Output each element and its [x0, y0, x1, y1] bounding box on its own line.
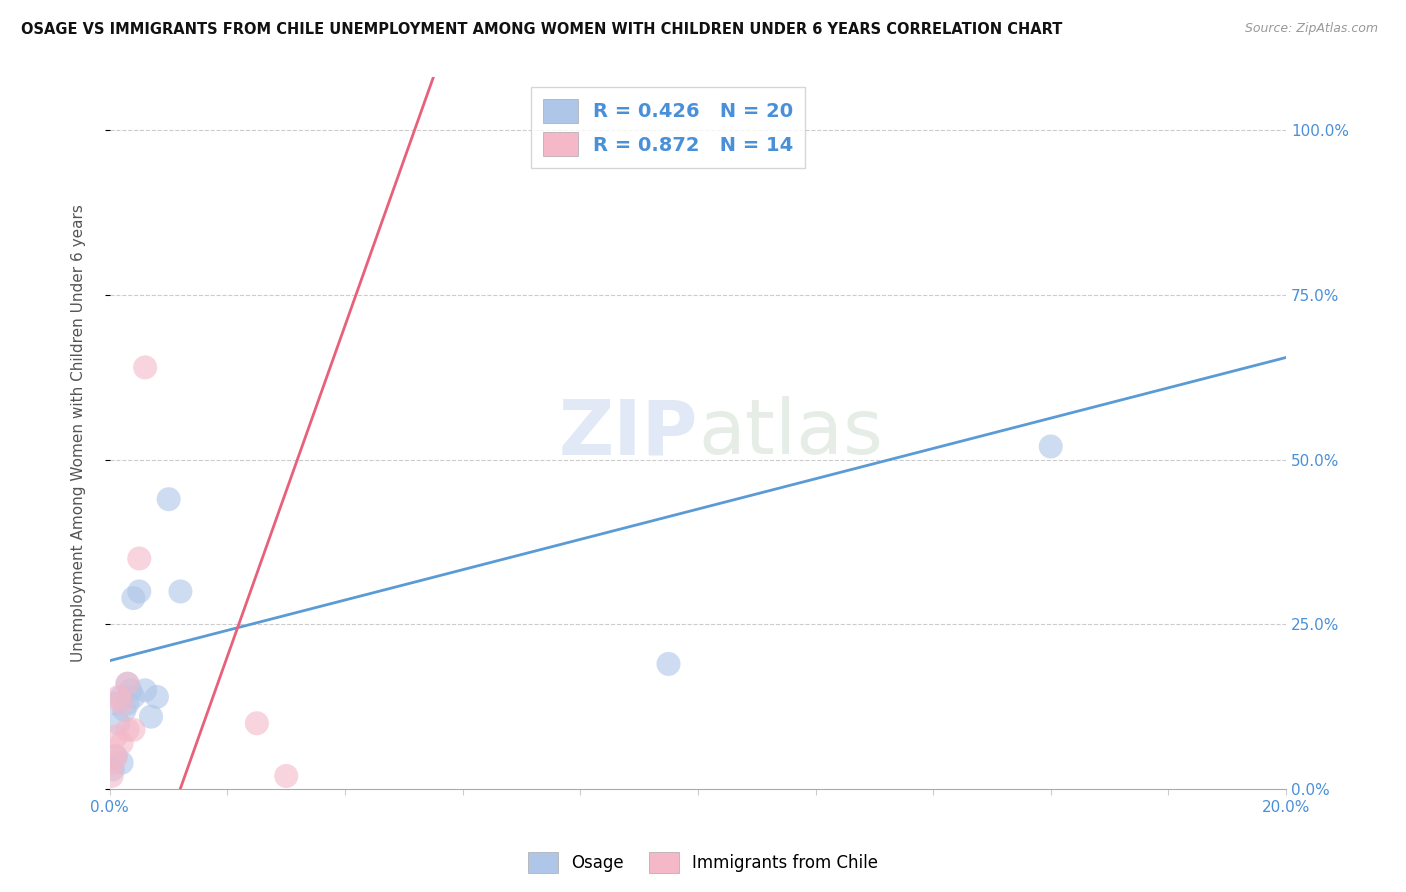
Point [169, 584, 191, 599]
Point [100, 769, 122, 783]
Point [117, 697, 139, 711]
Text: ZIP: ZIP [558, 396, 697, 470]
Point [1039, 440, 1062, 454]
Point [146, 690, 169, 704]
Point [110, 736, 132, 750]
Text: OSAGE VS IMMIGRANTS FROM CHILE UNEMPLOYMENT AMONG WOMEN WITH CHILDREN UNDER 6 YE: OSAGE VS IMMIGRANTS FROM CHILE UNEMPLOYM… [21, 22, 1063, 37]
Point [110, 690, 132, 704]
Y-axis label: Unemployment Among Women with Children Under 6 years: Unemployment Among Women with Children U… [72, 204, 86, 662]
Point [107, 690, 129, 704]
Point [114, 703, 136, 717]
Legend: Osage, Immigrants from Chile: Osage, Immigrants from Chile [522, 846, 884, 880]
Point [134, 360, 156, 375]
Text: Source: ZipAtlas.com: Source: ZipAtlas.com [1244, 22, 1378, 36]
Point [122, 591, 145, 605]
Point [120, 683, 142, 698]
Point [128, 551, 150, 566]
Point [128, 584, 150, 599]
Point [117, 676, 139, 690]
Point [657, 657, 679, 671]
Point [276, 769, 298, 783]
Point [104, 697, 127, 711]
Point [110, 756, 132, 770]
Point [122, 723, 145, 737]
Point [122, 690, 145, 704]
Text: atlas: atlas [697, 396, 883, 470]
Point [157, 492, 180, 507]
Point [107, 716, 129, 731]
Legend: R = 0.426   N = 20, R = 0.872   N = 14: R = 0.426 N = 20, R = 0.872 N = 14 [531, 87, 806, 168]
Point [101, 756, 124, 770]
Point [110, 697, 132, 711]
Point [117, 676, 139, 690]
Point [117, 723, 139, 737]
Point [101, 763, 124, 777]
Point [104, 730, 127, 744]
Point [104, 749, 127, 764]
Point [104, 749, 127, 764]
Point [139, 709, 162, 723]
Point [246, 716, 269, 731]
Point [134, 683, 156, 698]
